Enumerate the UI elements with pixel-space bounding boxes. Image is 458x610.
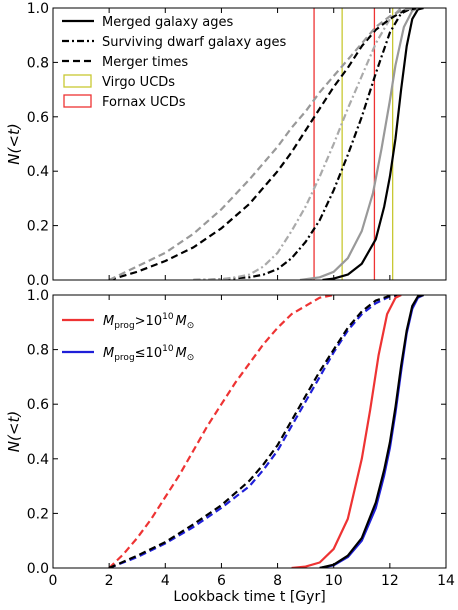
y-tick-label: 1.0 — [27, 1, 49, 17]
y-tick-label: 0.0 — [27, 561, 49, 577]
y-tick-label: 0.8 — [27, 55, 49, 71]
legend-swatch — [63, 74, 92, 88]
top-panel: 0.0 0.2 0.4 0.6 0.8 1.0 N(<t) Merged galaxy age… — [5, 1, 447, 289]
y-axis-label: N(<t) — [5, 123, 23, 164]
legend: Merged galaxy ages Surviving dwarf galaxy… — [62, 15, 287, 110]
legend-label-unit-sub: ⊙ — [187, 353, 195, 363]
axes-frame — [52, 7, 447, 281]
series-line — [108, 8, 419, 280]
legend-label: Merger times — [102, 55, 188, 70]
x-tick-label: 6 — [217, 573, 226, 589]
legend-label-rel: ≤10 — [135, 346, 162, 361]
legend: Mprog>1010 M⊙Mprog≤1010 M⊙ — [62, 312, 194, 363]
x-tick-label: 12 — [381, 573, 399, 589]
legend-label: Mprog≤1010 M⊙ — [103, 344, 194, 363]
x-tick-label: 8 — [273, 573, 282, 589]
legend-label-m: M — [103, 346, 114, 361]
legend-label: Merged galaxy ages — [102, 15, 233, 30]
y-tick-label: 0.2 — [27, 506, 49, 522]
x-tick-label: 10 — [325, 573, 343, 589]
x-tick-label: 2 — [105, 573, 114, 589]
series-line — [322, 8, 424, 280]
legend-swatch — [63, 94, 92, 108]
y-axis-label: N(<t) — [5, 411, 23, 452]
legend-label-sub: prog — [114, 321, 134, 331]
x-tick-label: 0 — [49, 573, 58, 589]
legend-label-rel: >10 — [135, 314, 162, 329]
legend-label-m: M — [103, 314, 114, 329]
legend-label: Fornax UCDs — [102, 95, 186, 110]
y-tick-label: 0.4 — [27, 452, 49, 468]
legend-label: Virgo UCDs — [102, 75, 175, 90]
series-line — [108, 8, 419, 280]
x-axis-label: Lookback time t [Gyr] — [173, 589, 325, 605]
series-line — [291, 295, 402, 568]
legend-label-sub: prog — [114, 353, 134, 363]
y-tick-label: 1.0 — [27, 288, 49, 304]
legend-label-exp: 10 — [162, 344, 174, 354]
x-tick-label: 4 — [161, 573, 170, 589]
legend-label-exp: 10 — [162, 312, 174, 322]
y-tick-label: 0.0 — [27, 273, 49, 289]
series-line — [108, 295, 402, 568]
bottom-panel: 0.0 0.2 0.4 0.6 0.8 1.0 0 2 4 6 8 10 12 14 N(<t) Lookba… — [5, 288, 455, 605]
y-tick-label: 0.2 — [27, 219, 49, 235]
legend-label: Surviving dwarf galaxy ages — [102, 35, 287, 50]
series-line — [108, 295, 402, 568]
y-tick-label: 0.6 — [27, 397, 49, 413]
series-line — [299, 8, 419, 280]
legend-label-unit: M — [176, 314, 187, 329]
x-tick-label: 14 — [437, 573, 455, 589]
series-line — [193, 8, 402, 280]
y-tick-label: 0.4 — [27, 164, 49, 180]
legend-label: Mprog>1010 M⊙ — [103, 312, 194, 331]
series-line — [108, 295, 334, 568]
legend-label-unit-sub: ⊙ — [187, 321, 195, 331]
y-tick-label: 0.8 — [27, 343, 49, 359]
y-tick-label: 0.6 — [27, 110, 49, 126]
series-line — [193, 8, 413, 280]
series-line — [319, 295, 424, 568]
axes-frame — [52, 294, 447, 569]
series-line — [319, 295, 424, 568]
legend-label-unit: M — [176, 346, 187, 361]
